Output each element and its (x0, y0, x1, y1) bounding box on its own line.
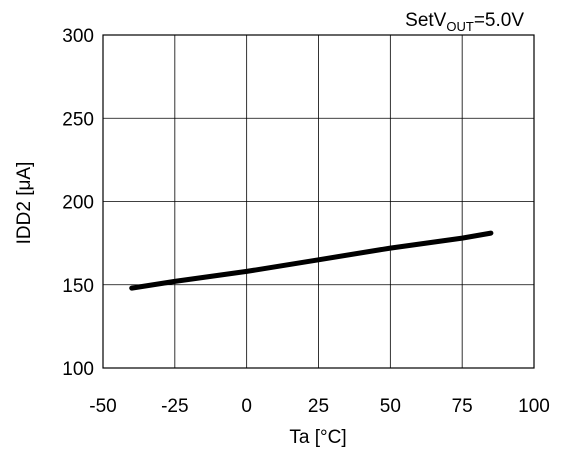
annotation-prefix: SetV (405, 10, 447, 31)
plot-frame (102, 34, 535, 369)
annotation-suffix: =5.0V (474, 10, 525, 31)
y-tick-label: 100 (62, 359, 94, 380)
y-tick-label: 300 (62, 26, 94, 47)
grid-lines (102, 34, 535, 369)
y-tick-labels: 100 150 200 250 300 (62, 26, 94, 380)
x-tick-label: 100 (518, 396, 550, 417)
series-line-0 (129, 230, 494, 291)
series-layer (129, 230, 494, 291)
y-tick-label: 250 (62, 109, 94, 130)
x-tick-label: -25 (161, 396, 188, 417)
y-tick-label: 150 (62, 276, 94, 297)
x-tick-label: 50 (380, 396, 401, 417)
x-axis-label: Ta [°C] (289, 427, 346, 448)
annotation: SetVOUT=5.0V (405, 10, 524, 34)
x-tick-label: 25 (308, 396, 329, 417)
y-axis-label: IDD2 [μA] (14, 162, 35, 245)
x-tick-label: 75 (452, 396, 473, 417)
x-tick-label: 0 (241, 396, 252, 417)
y-tick-label: 200 (62, 193, 94, 214)
x-tick-label: -50 (89, 396, 116, 417)
annotation-subscript: OUT (446, 19, 474, 34)
x-tick-labels: -50 -25 0 25 50 75 100 (89, 396, 550, 417)
